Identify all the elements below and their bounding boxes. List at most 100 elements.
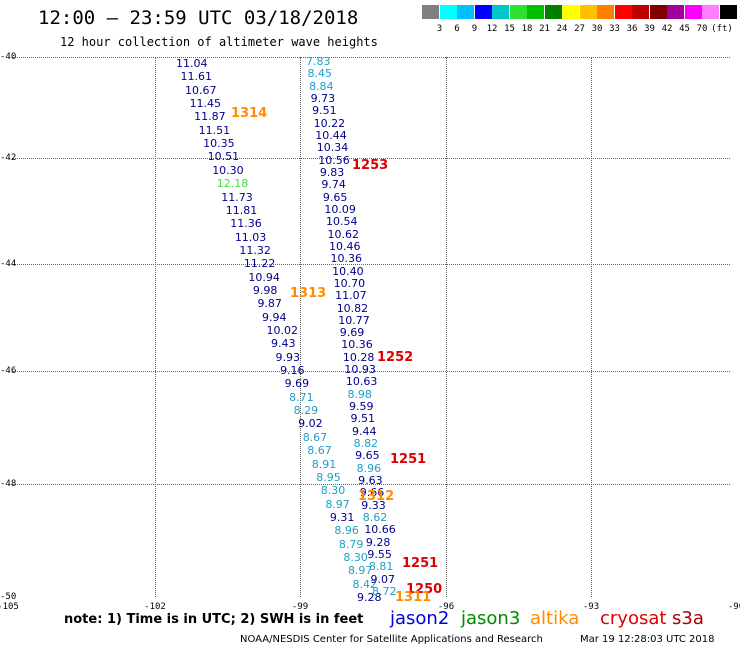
wave-height-value: 10.09 bbox=[324, 202, 356, 216]
wave-height-value: 10.77 bbox=[338, 313, 370, 327]
pass-number-label: 1314 bbox=[231, 106, 268, 121]
wave-height-value: 11.04 bbox=[176, 57, 208, 70]
wave-height-value: 9.31 bbox=[329, 510, 355, 524]
pass-number-label: 1253 bbox=[352, 158, 389, 173]
satellite-name-jason2: jason2 bbox=[390, 608, 450, 629]
color-scale-label: 18 bbox=[521, 24, 533, 34]
wave-height-value: 9.93 bbox=[275, 350, 301, 364]
latitude-gridline bbox=[12, 484, 730, 485]
wave-height-value: 11.81 bbox=[225, 203, 258, 217]
latitude-gridline bbox=[12, 371, 730, 372]
color-scale-label: 70 bbox=[696, 24, 708, 34]
latitude-gridline bbox=[12, 57, 730, 58]
pass-number-label: 1250 bbox=[406, 582, 443, 597]
wave-height-value: 8.62 bbox=[362, 511, 388, 525]
wave-height-value: 10.54 bbox=[325, 215, 358, 229]
wave-height-value: 9.33 bbox=[361, 498, 386, 512]
wave-height-value: 9.51 bbox=[350, 412, 376, 426]
wave-height-value: 9.59 bbox=[348, 400, 374, 414]
satellite-name-jason3: jason3 bbox=[461, 608, 521, 629]
wave-height-value: 8.45 bbox=[307, 67, 333, 81]
wave-height-value: 9.73 bbox=[310, 91, 336, 105]
wave-height-value: 8.71 bbox=[289, 390, 314, 404]
satellite-name-cryosat: cryosat bbox=[600, 608, 667, 629]
color-scale-unit: (ft) bbox=[711, 24, 733, 34]
wave-height-value: 10.28 bbox=[342, 350, 375, 364]
color-scale-label: 12 bbox=[486, 24, 498, 34]
color-scale-label: 27 bbox=[574, 24, 585, 34]
wave-height-value: 10.66 bbox=[364, 523, 396, 537]
wave-height-value: 8.82 bbox=[353, 437, 379, 451]
color-swatch bbox=[702, 5, 719, 19]
wave-height-value: 9.16 bbox=[280, 364, 305, 378]
wave-height-value: 9.65 bbox=[355, 449, 380, 463]
latitude-label: -46 bbox=[0, 366, 17, 376]
wave-height-value: 10.36 bbox=[341, 338, 373, 352]
wave-height-value: 10.70 bbox=[333, 276, 366, 290]
color-scale-label: 39 bbox=[644, 24, 655, 34]
longitude-gridline bbox=[155, 57, 156, 597]
wave-height-value: 9.83 bbox=[319, 165, 345, 179]
wave-height-value: 10.22 bbox=[313, 116, 346, 130]
wave-height-value: 9.66 bbox=[359, 486, 385, 500]
pass-number-label: 1251 bbox=[390, 452, 427, 467]
wave-height-value: 9.55 bbox=[367, 548, 392, 562]
wave-height-value: 8.81 bbox=[368, 560, 394, 574]
latitude-label: -50 bbox=[0, 592, 17, 602]
wave-height-value: 8.30 bbox=[320, 484, 346, 498]
wave-height-value: 9.63 bbox=[358, 474, 383, 488]
wave-height-value: 8.29 bbox=[293, 404, 319, 418]
wave-height-value: 8.67 bbox=[302, 430, 328, 444]
color-scale-label: 21 bbox=[539, 24, 550, 34]
wave-height-value: 11.73 bbox=[221, 190, 253, 204]
color-swatch bbox=[667, 5, 684, 19]
latitude-label: -48 bbox=[0, 479, 17, 489]
color-scale-label: 15 bbox=[504, 24, 515, 34]
wave-height-value: 8.98 bbox=[347, 387, 372, 401]
pass-number-label: 1251 bbox=[402, 556, 439, 571]
color-scale-label: 6 bbox=[454, 24, 460, 34]
wave-height-value: 9.74 bbox=[321, 178, 346, 192]
longitude-gridline bbox=[591, 57, 592, 597]
color-swatch bbox=[457, 5, 474, 19]
wave-height-value: 8.84 bbox=[309, 79, 334, 93]
color-swatch bbox=[597, 5, 614, 19]
color-swatch bbox=[544, 5, 562, 19]
wave-height-value: 8.97 bbox=[325, 497, 350, 511]
color-scale-label: 3 bbox=[436, 24, 443, 34]
longitude-label: -102 bbox=[144, 602, 166, 612]
longitude-label: -96 bbox=[437, 602, 455, 612]
wave-height-value: 7.83 bbox=[306, 55, 331, 68]
pass-number-label: 1313 bbox=[290, 286, 327, 301]
wave-height-value: 10.56 bbox=[318, 153, 350, 167]
wave-height-value: 12.18 bbox=[216, 177, 249, 191]
color-swatch bbox=[684, 5, 702, 19]
wave-height-value: 8.96 bbox=[334, 524, 359, 538]
latitude-label: -40 bbox=[0, 52, 17, 62]
wave-height-value: 10.62 bbox=[327, 227, 359, 241]
satellite-name-s3a: s3a bbox=[672, 608, 704, 629]
color-swatch bbox=[527, 5, 544, 19]
wave-height-value: 10.82 bbox=[336, 301, 369, 315]
wave-height-value: 10.35 bbox=[203, 137, 235, 151]
pass-number-label: 1252 bbox=[377, 350, 414, 365]
wave-height-value: 8.91 bbox=[311, 457, 337, 471]
color-swatch bbox=[632, 5, 649, 19]
wave-height-value: 9.44 bbox=[352, 424, 377, 438]
wave-height-value: 8.96 bbox=[356, 461, 382, 475]
color-scale-label: 9 bbox=[471, 24, 478, 34]
color-scale-label: 30 bbox=[591, 24, 603, 34]
wave-height-value: 8.97 bbox=[347, 564, 373, 578]
latitude-gridline bbox=[12, 158, 730, 159]
longitude-label: -99 bbox=[291, 602, 309, 612]
wave-height-value: 11.36 bbox=[230, 217, 262, 231]
wave-height-value: 9.98 bbox=[252, 283, 278, 297]
wave-height-value: 10.40 bbox=[332, 264, 364, 278]
wave-height-value: 11.45 bbox=[189, 97, 222, 111]
color-swatch bbox=[614, 5, 632, 19]
longitude-label: -105 bbox=[0, 602, 19, 612]
color-swatch bbox=[474, 5, 492, 19]
satellite-name-altika: altika bbox=[530, 608, 580, 629]
wave-height-value: 11.03 bbox=[234, 230, 267, 244]
